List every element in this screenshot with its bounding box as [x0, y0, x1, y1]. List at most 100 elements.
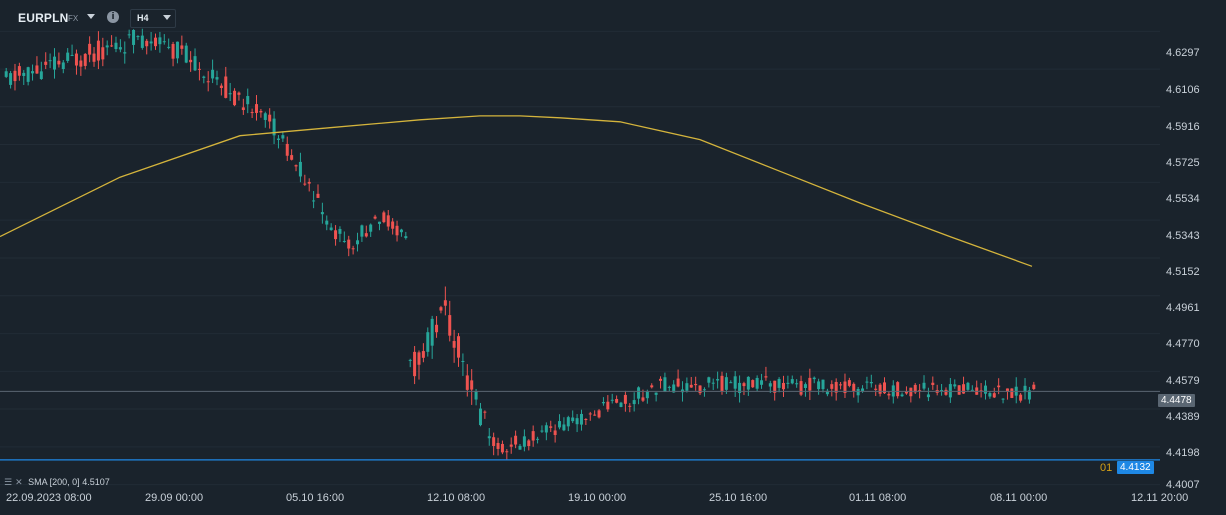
time-axis-label: 05.10 16:00 — [286, 492, 345, 504]
candle-down — [918, 390, 922, 392]
candle-up — [66, 52, 70, 61]
candle-up — [571, 417, 575, 422]
candle-down — [962, 384, 966, 394]
candle-up — [329, 227, 333, 231]
candle-down — [549, 426, 553, 428]
info-icon[interactable]: i — [107, 11, 119, 23]
candle-down — [483, 411, 487, 413]
candle-up — [193, 56, 197, 71]
candle-down — [154, 37, 158, 47]
candle-up — [601, 402, 605, 404]
candle-up — [654, 392, 658, 395]
candle-up — [356, 240, 360, 245]
candle-down — [720, 375, 724, 392]
price-axis-label: 4.4961 — [1166, 302, 1200, 314]
candle-down — [606, 401, 610, 410]
candle-up — [276, 138, 280, 140]
candle-down — [839, 384, 843, 386]
candle-up — [127, 34, 131, 36]
candle-down — [219, 85, 223, 88]
candle-up — [803, 384, 807, 389]
candle-down — [391, 221, 395, 229]
candle-down — [531, 431, 535, 441]
candle-up — [202, 76, 206, 78]
candle-down — [852, 383, 856, 392]
candle-up — [579, 413, 583, 425]
candle-up — [724, 377, 728, 390]
time-axis-label: 25.10 16:00 — [709, 492, 768, 504]
candle-down — [92, 53, 96, 62]
candle-up — [162, 41, 166, 43]
candle-down — [44, 61, 48, 65]
price-axis-label: 4.5152 — [1166, 266, 1200, 278]
candle-up — [746, 376, 750, 390]
candle-up — [26, 67, 30, 82]
indicator-menu-icon[interactable]: ☰ — [4, 478, 13, 488]
line-marker: 01 — [1100, 462, 1113, 474]
candle-down — [597, 410, 601, 418]
candle-up — [61, 62, 65, 70]
candle-down — [395, 225, 399, 236]
candle-up — [474, 390, 478, 400]
candle-up — [922, 382, 926, 389]
candle-up — [4, 71, 8, 77]
candle-down — [101, 47, 105, 60]
candle-down — [527, 440, 531, 447]
candle-down — [294, 165, 298, 167]
candle-up — [70, 54, 74, 56]
candle-down — [290, 155, 294, 160]
symbol-name[interactable]: EURPLN — [18, 11, 69, 25]
time-axis-label: 19.10 00:00 — [568, 492, 627, 504]
candle-up — [926, 394, 930, 398]
candle-down — [17, 66, 21, 76]
candle-down — [641, 397, 645, 401]
line-price-badge: 4.4132 — [1117, 461, 1154, 474]
candle-up — [136, 36, 140, 38]
candle-down — [799, 381, 803, 395]
candle-up — [1001, 398, 1005, 400]
candle-up — [869, 381, 873, 384]
candle-down — [347, 239, 351, 249]
candle-up — [667, 386, 671, 388]
candle-down — [650, 385, 654, 388]
candle-down — [180, 45, 184, 49]
candle-up — [988, 393, 992, 397]
candle-up — [562, 424, 566, 431]
candle-down — [255, 104, 259, 113]
time-axis-label: 12.10 08:00 — [427, 492, 486, 504]
candle-up — [360, 225, 364, 237]
candle-down — [931, 382, 935, 385]
candle-down — [417, 352, 421, 365]
candle-down — [773, 380, 777, 393]
candle-up — [281, 135, 285, 139]
candle-down — [659, 378, 663, 381]
candle-up — [940, 389, 944, 391]
candle-up — [861, 388, 865, 392]
chevron-down-icon — [163, 15, 171, 20]
price-axis-label: 4.5534 — [1166, 193, 1200, 205]
candle-up — [211, 69, 215, 79]
candle-down — [909, 387, 913, 397]
symbol-dropdown-icon[interactable] — [87, 14, 95, 19]
candle-up — [298, 161, 302, 177]
candle-down — [751, 380, 755, 388]
candle-up — [518, 445, 522, 450]
candle-up — [575, 418, 579, 425]
close-icon[interactable]: ✕ — [15, 478, 23, 488]
candle-up — [312, 200, 316, 202]
candle-down — [623, 394, 627, 404]
candle-up — [246, 96, 250, 105]
candle-down — [492, 437, 496, 446]
timeframe-select[interactable]: H4 — [130, 9, 176, 28]
time-axis-label: 22.09.2023 08:00 — [6, 492, 92, 504]
candle-up — [175, 41, 179, 59]
candle-up — [953, 384, 957, 387]
candle-down — [35, 65, 39, 74]
candle-down — [259, 111, 263, 113]
price-axis-label: 4.4007 — [1166, 479, 1200, 491]
candle-down — [285, 143, 289, 156]
candle-down — [110, 45, 114, 47]
candle-down — [250, 112, 254, 114]
sma-legend[interactable]: ☰ ✕ SMA [200, 0] 4.5107 — [4, 477, 110, 488]
